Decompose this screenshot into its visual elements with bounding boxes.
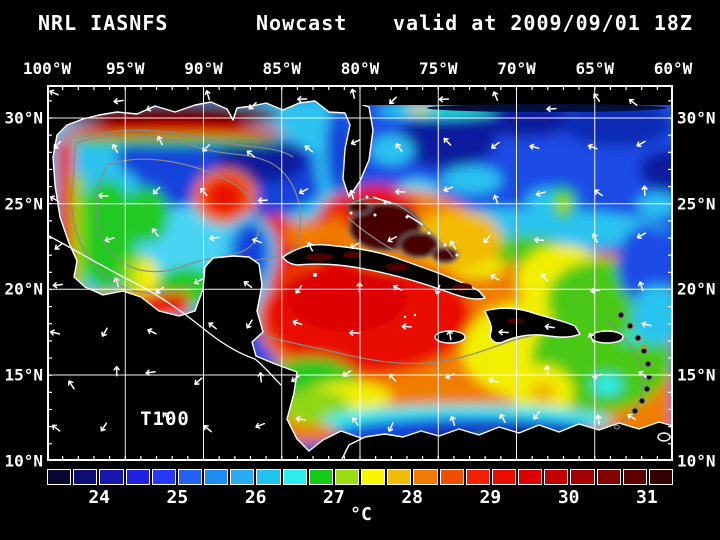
current-vectors [49,88,652,433]
land-trinidad [657,432,671,442]
colorbar-tick-29: 29 [479,487,502,508]
land-north-america [47,85,386,461]
land-cuba [282,243,486,300]
colorbar-tick-28: 28 [401,487,424,508]
colorbar-unit: °C [350,504,372,525]
colorbar-cell-9 [282,469,307,485]
colorbar-cell-4 [151,469,176,485]
model-name: NRL IASNFS [38,11,169,35]
colorbar-cell-10 [308,469,333,485]
land-puerto-rico [590,330,624,344]
lon-label-100W: 100°W [22,59,72,78]
lat-label-left-15N: 15°N [4,365,43,385]
valid-time: valid at 2009/09/01 18Z [393,11,693,35]
colorbar-cell-14 [413,469,438,485]
lat-label-left-30N: 30°N [4,108,43,128]
colorbar-cell-21 [596,469,621,485]
colorbar-cell-5 [177,469,203,485]
colorbar-cell-20 [570,469,595,485]
colorbar-tick-30: 30 [557,487,580,508]
lon-label-60W: 60°W [653,59,693,78]
colorbar-tick-27: 27 [323,487,345,508]
lon-label-70W: 70°W [497,59,536,78]
land-masks [47,85,673,461]
product-type: Nowcast [256,11,348,35]
colorbar-cell-11 [334,469,360,485]
colorbar-cell-16 [465,469,490,485]
lat-label-left-25N: 25°N [4,194,43,214]
lon-label-95W: 95°W [105,59,145,78]
colorbar-cell-1 [73,469,98,485]
colorbar-cell-15 [439,469,464,485]
colorbar-cell-22 [622,469,647,485]
colorbar-cell-23 [648,469,674,485]
colorbar-cell-18 [518,469,543,485]
colorbar-cell-13 [387,469,412,485]
bahama-banks [346,199,459,264]
lon-label-85W: 85°W [262,59,302,78]
lon-label-65W: 65°W [575,59,615,78]
colorbar-tick-24: 24 [88,487,111,508]
colorbar [47,469,674,485]
lat-label-right-30N: 30°N [677,108,716,128]
lat-label-right-25N: 25°N [677,194,716,214]
colorbar-cell-8 [256,469,281,485]
land-hispaniola [484,307,581,344]
depth-label: T100 [140,408,190,430]
map-frame [47,85,673,461]
colorbar-cell-2 [99,469,124,485]
colorbar-tick-25: 25 [166,487,189,508]
lat-label-right-10N: 10°N [677,451,716,471]
colorbar-tick-31: 31 [636,487,658,508]
colorbar-cell-7 [230,469,255,485]
lat-label-left-20N: 20°N [4,279,43,299]
pacific-coastline [47,234,282,386]
colorbar-tick-26: 26 [244,487,267,508]
colorbar-cell-3 [125,469,150,485]
colorbar-cell-17 [491,469,517,485]
colorbar-cell-12 [361,469,386,485]
domain-boundary-band [357,85,673,105]
lat-label-left-10N: 10°N [4,451,43,471]
colorbar-cell-0 [47,469,72,485]
colorbar-cell-6 [204,469,229,485]
map: T100 [47,85,673,461]
lon-label-75W: 75°W [418,59,458,78]
colorbar-cell-19 [544,469,569,485]
lat-label-right-15N: 15°N [677,365,716,385]
lon-label-90W: 90°W [184,59,223,78]
land-south-america [340,421,673,461]
lon-label-80W: 80°W [340,59,380,78]
lat-label-right-20N: 20°N [677,279,716,299]
